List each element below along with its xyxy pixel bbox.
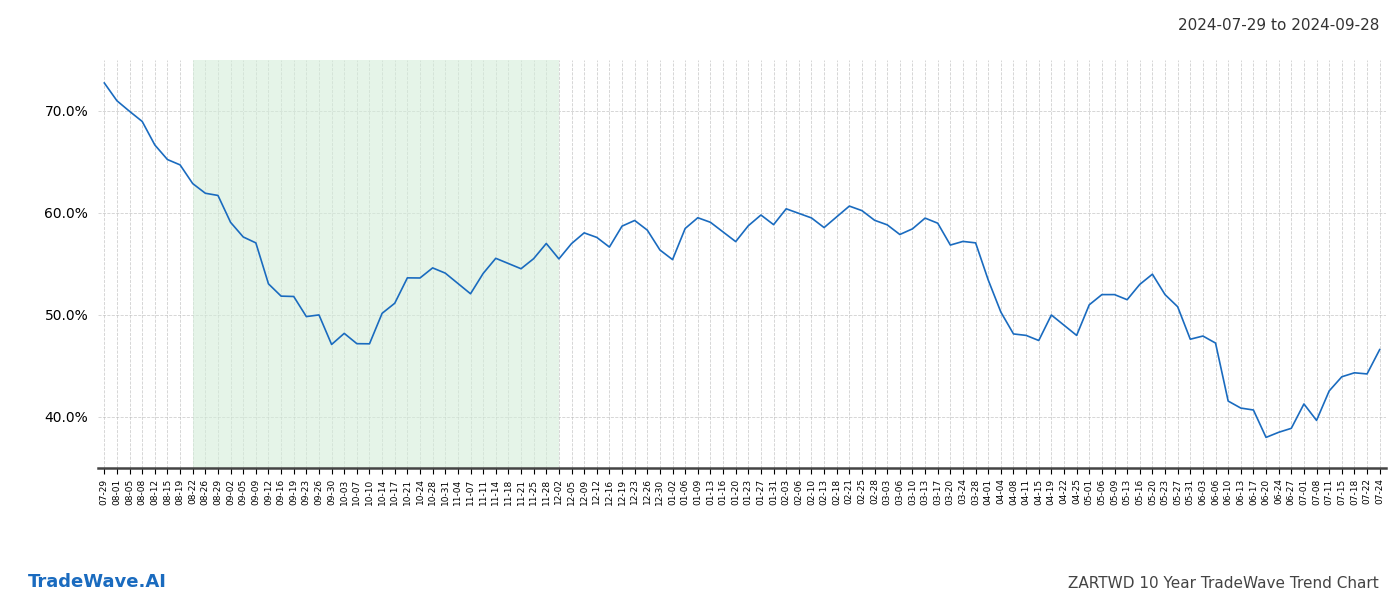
Text: ZARTWD 10 Year TradeWave Trend Chart: ZARTWD 10 Year TradeWave Trend Chart bbox=[1068, 576, 1379, 591]
Bar bbox=[193, 60, 559, 468]
Text: 2024-07-29 to 2024-09-28: 2024-07-29 to 2024-09-28 bbox=[1177, 18, 1379, 33]
Text: TradeWave.AI: TradeWave.AI bbox=[28, 573, 167, 591]
